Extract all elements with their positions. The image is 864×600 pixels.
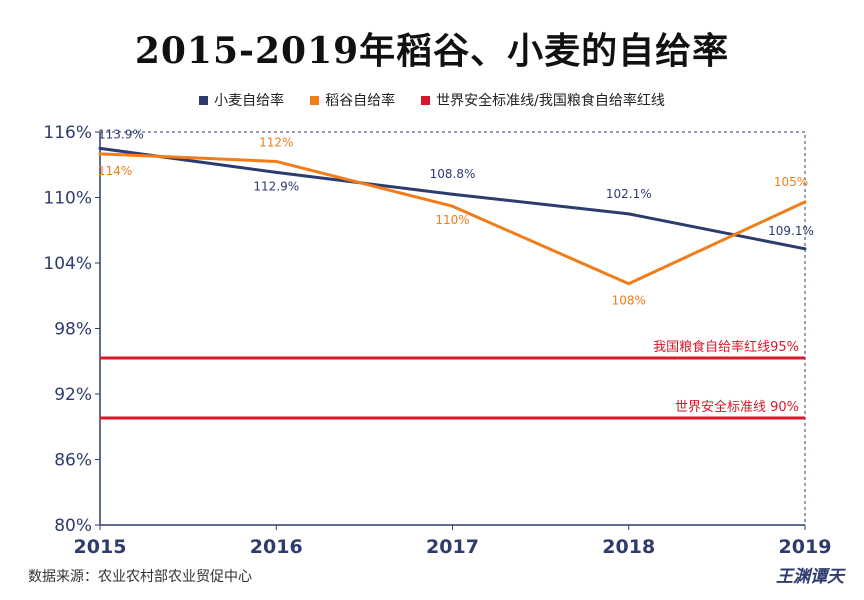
reference-line-label: 我国粮食自给率红线95%	[653, 339, 799, 355]
data-label: 113.9%	[98, 127, 144, 141]
data-label: 102.1%	[606, 187, 652, 201]
data-point	[627, 282, 631, 286]
y-tick-label: 98%	[54, 320, 92, 340]
legend-item: 世界安全标准线/我国粮食自给率红线	[421, 90, 665, 110]
x-tick-label: 2019	[779, 536, 832, 558]
data-label: 112%	[259, 135, 293, 149]
y-tick-label: 80%	[54, 516, 92, 536]
plot-border	[99, 131, 806, 526]
legend-label: 稻谷自给率	[325, 93, 396, 109]
y-tick-label: 86%	[54, 451, 92, 471]
legend-label: 小麦自给率	[214, 93, 285, 109]
legend-swatch	[199, 95, 209, 105]
data-point	[803, 200, 807, 204]
data-label: 112.9%	[253, 179, 299, 193]
reference-line-label: 世界安全标准线 90%	[675, 399, 799, 415]
data-point	[627, 212, 631, 216]
data-point	[98, 146, 102, 150]
data-label: 105%	[774, 175, 808, 189]
y-tick-label: 104%	[43, 254, 92, 274]
data-point	[451, 204, 454, 208]
x-tick-label: 2018	[602, 536, 655, 558]
data-point	[98, 152, 102, 156]
data-point	[451, 192, 454, 196]
data-point	[274, 170, 278, 174]
data-label: 114%	[98, 164, 132, 178]
legend-item: 稻谷自给率	[310, 90, 395, 110]
data-point	[803, 247, 807, 251]
legend-swatch	[310, 95, 320, 105]
series-line	[99, 146, 806, 251]
data-point	[274, 159, 278, 163]
x-tick-label: 2015	[74, 536, 127, 558]
data-label: 109.1%	[768, 224, 814, 238]
chart-legend: 小麦自给率 稻谷自给率 世界安全标准线/我国粮食自给率红线	[0, 90, 864, 110]
legend-swatch	[421, 95, 431, 105]
y-tick-label: 116%	[43, 123, 92, 143]
x-tick-label: 2016	[250, 536, 303, 558]
data-label: 108.8%	[430, 167, 476, 181]
data-label: 110%	[435, 213, 469, 227]
y-tick-label: 92%	[54, 385, 92, 405]
data-source-note: 数据来源：农业农村部农业贸促中心	[28, 569, 252, 585]
legend-label: 世界安全标准线/我国粮食自给率红线	[436, 93, 665, 109]
x-tick-label: 2017	[426, 536, 479, 558]
data-label: 108%	[612, 294, 646, 308]
y-tick-label: 110%	[43, 189, 92, 209]
legend-item: 小麦自给率	[199, 90, 284, 110]
brand-logo: 王渊谭天	[776, 567, 844, 587]
chart-title: 2015-2019年稻谷、小麦的自给率	[134, 30, 730, 72]
